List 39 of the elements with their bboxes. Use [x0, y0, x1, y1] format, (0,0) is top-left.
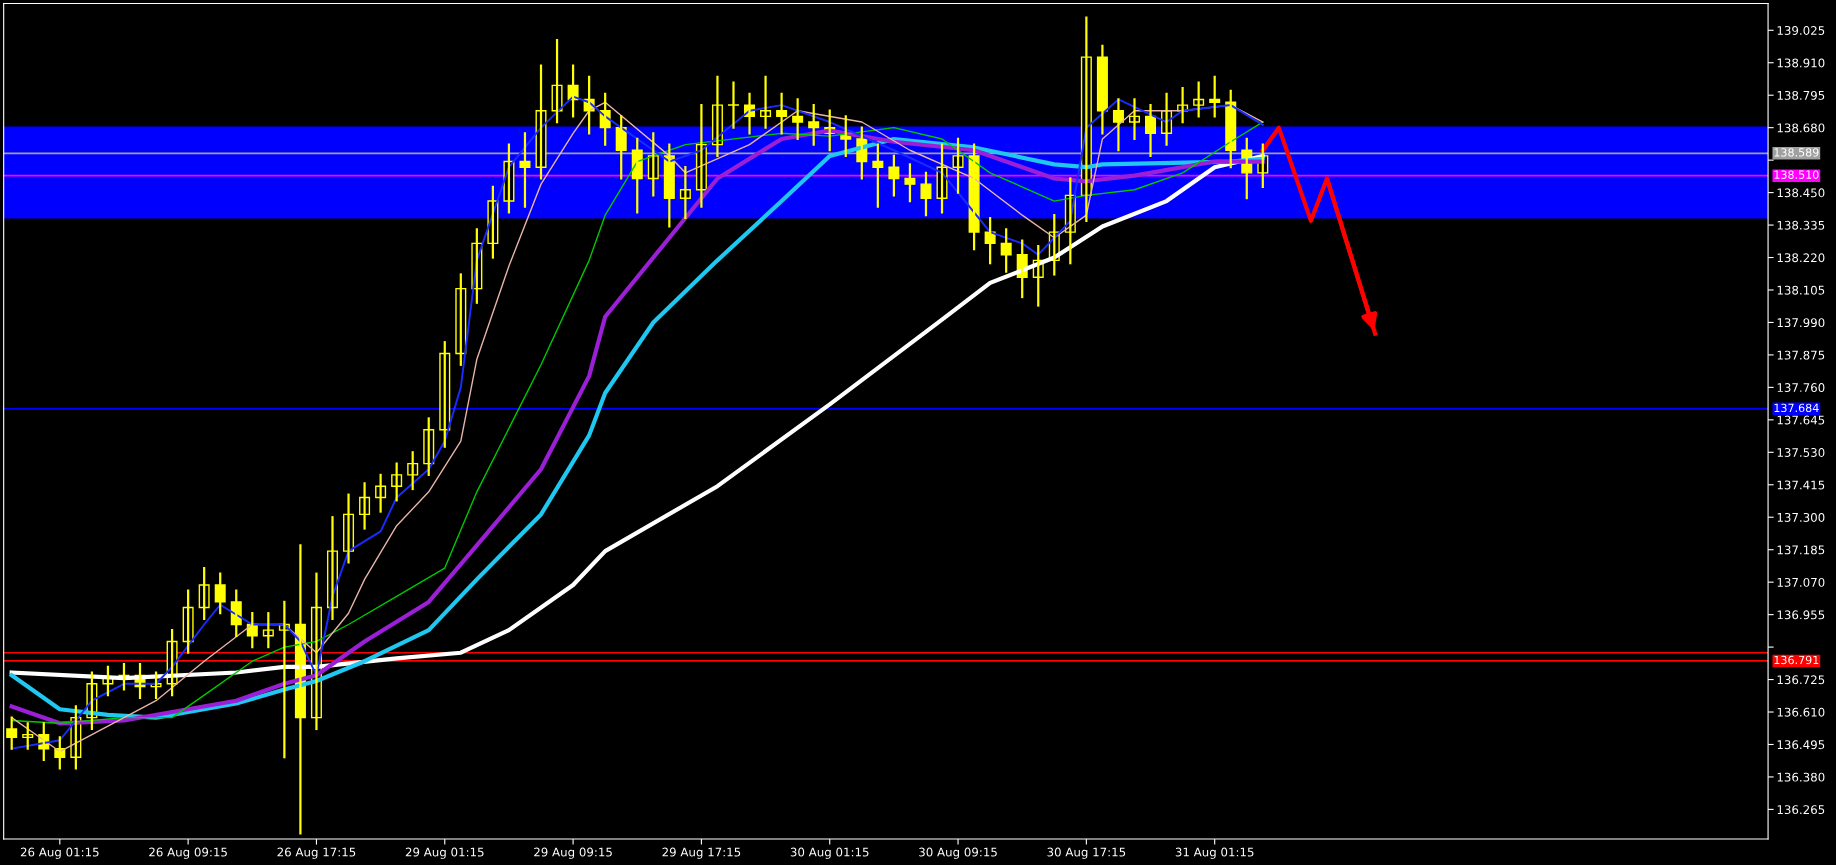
y-tick-label: 138.680 — [1777, 123, 1825, 133]
ref-line-label: 136.791 — [1774, 655, 1819, 665]
y-tick-label: 136.725 — [1777, 675, 1825, 685]
y-tick-label: 138.220 — [1777, 253, 1825, 263]
ref-line-label: 138.589 — [1774, 148, 1819, 157]
x-tick-label: 29 Aug 09:15 — [534, 847, 612, 859]
x-tick-label: 29 Aug 01:15 — [405, 847, 484, 859]
y-tick-label: 137.990 — [1777, 318, 1825, 328]
y-tick-label: 137.875 — [1777, 350, 1825, 360]
x-tick-label: 30 Aug 17:15 — [1047, 847, 1126, 859]
y-tick-label: 137.185 — [1777, 545, 1825, 555]
y-tick-label: 137.530 — [1777, 448, 1825, 457]
y-tick-label: 136.610 — [1777, 707, 1825, 717]
candlestick — [727, 81, 739, 129]
y-tick-label: 138.335 — [1777, 220, 1825, 230]
x-tick-label: 30 Aug 09:15 — [919, 847, 997, 859]
y-tick-label: 137.300 — [1777, 512, 1825, 522]
y-tick-label: 137.415 — [1777, 480, 1825, 490]
y-tick-label: 139.025 — [1777, 26, 1825, 35]
x-tick-label: 26 Aug 17:15 — [277, 847, 356, 859]
x-tick-label: 31 Aug 01:15 — [1175, 847, 1254, 859]
y-tick-label: 136.380 — [1777, 772, 1825, 782]
y-tick-label: 137.760 — [1777, 383, 1825, 393]
y-tick-label: 137.645 — [1777, 415, 1825, 425]
y-tick-label: 136.495 — [1777, 740, 1825, 750]
x-tick-label: 30 Aug 01:15 — [790, 847, 869, 859]
y-tick-label: 138.795 — [1777, 90, 1825, 100]
ref-line-label: 138.510 — [1774, 170, 1819, 179]
y-tick-label: 138.910 — [1777, 58, 1825, 68]
y-tick-label: 136.265 — [1777, 805, 1825, 815]
y-tick-label: 137.070 — [1777, 577, 1825, 587]
ref-line-label: 137.684 — [1774, 403, 1819, 413]
y-tick-label: 138.450 — [1777, 188, 1825, 198]
line-series — [1260, 125, 1378, 336]
y-tick-label: 136.955 — [1777, 610, 1825, 620]
x-tick-label: 29 Aug 17:15 — [662, 847, 741, 859]
x-tick-label: 26 Aug 01:15 — [20, 847, 99, 859]
y-tick-label: 138.105 — [1777, 285, 1825, 295]
x-tick-label: 26 Aug 09:15 — [149, 847, 227, 859]
